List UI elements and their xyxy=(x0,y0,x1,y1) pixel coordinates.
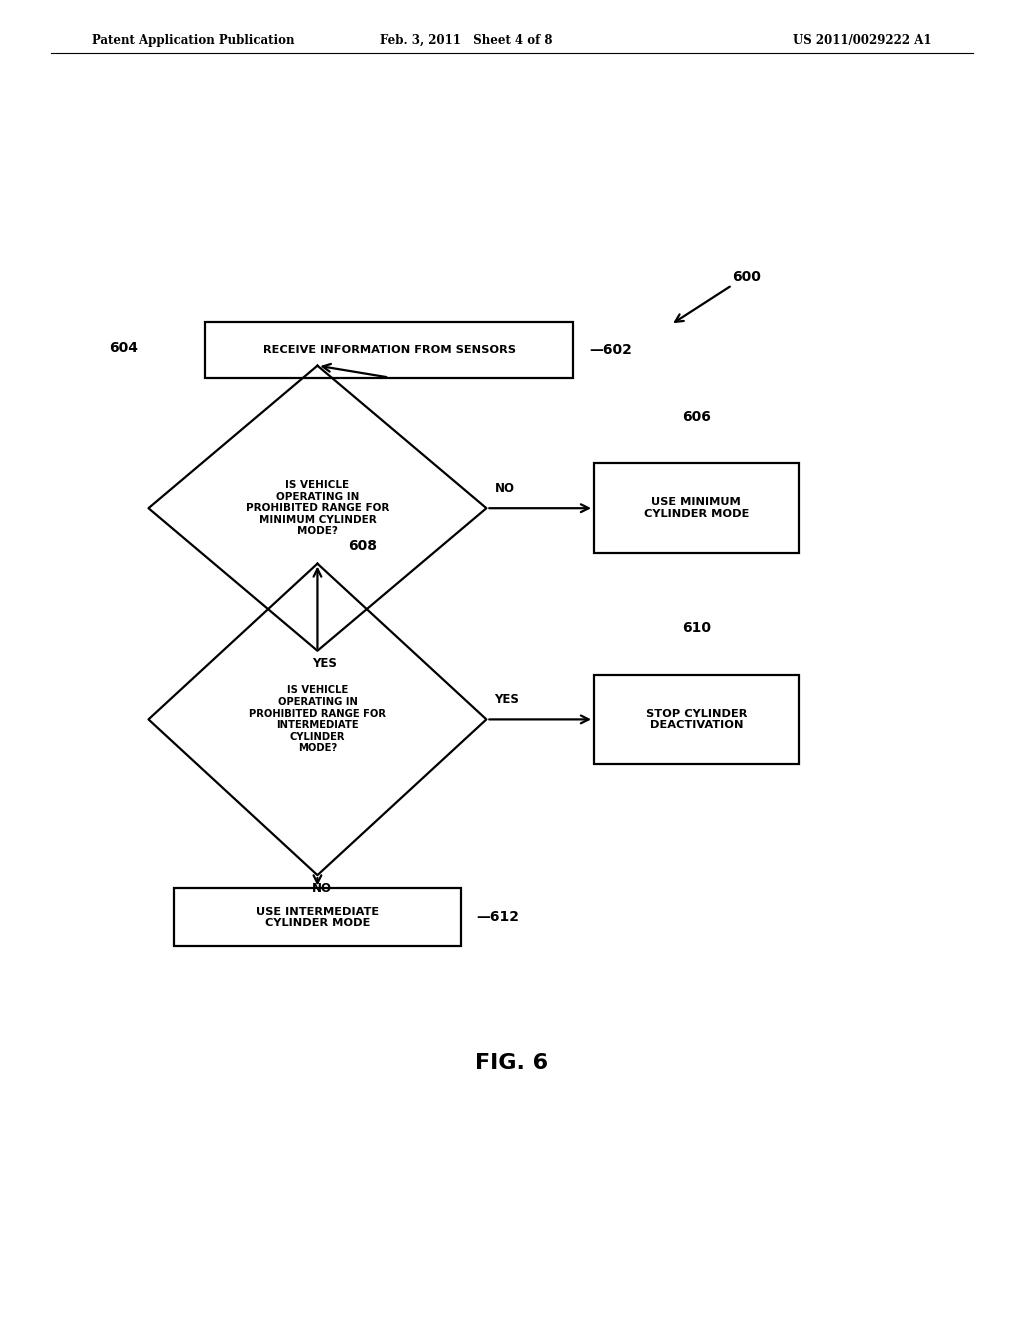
Bar xyxy=(594,675,799,764)
Text: YES: YES xyxy=(495,693,519,706)
Text: —602: —602 xyxy=(589,343,632,356)
Bar xyxy=(594,463,799,553)
Text: USE INTERMEDIATE
CYLINDER MODE: USE INTERMEDIATE CYLINDER MODE xyxy=(256,907,379,928)
Bar xyxy=(205,322,573,378)
Text: 610: 610 xyxy=(682,620,711,635)
Text: Feb. 3, 2011   Sheet 4 of 8: Feb. 3, 2011 Sheet 4 of 8 xyxy=(380,34,552,46)
Text: 608: 608 xyxy=(348,539,377,553)
Text: NO: NO xyxy=(312,882,333,895)
Text: IS VEHICLE
OPERATING IN
PROHIBITED RANGE FOR
MINIMUM CYLINDER
MODE?: IS VEHICLE OPERATING IN PROHIBITED RANGE… xyxy=(246,480,389,536)
Text: YES: YES xyxy=(312,657,337,671)
Text: 606: 606 xyxy=(682,409,711,424)
Text: NO: NO xyxy=(495,482,515,495)
Text: STOP CYLINDER
DEACTIVATION: STOP CYLINDER DEACTIVATION xyxy=(646,709,746,730)
Text: FIG. 6: FIG. 6 xyxy=(475,1052,549,1073)
Text: USE MINIMUM
CYLINDER MODE: USE MINIMUM CYLINDER MODE xyxy=(644,498,749,519)
Bar xyxy=(174,888,461,946)
Text: 604: 604 xyxy=(110,341,138,355)
Text: RECEIVE INFORMATION FROM SENSORS: RECEIVE INFORMATION FROM SENSORS xyxy=(262,345,516,355)
Text: Patent Application Publication: Patent Application Publication xyxy=(92,34,295,46)
Text: US 2011/0029222 A1: US 2011/0029222 A1 xyxy=(794,34,932,46)
Text: 600: 600 xyxy=(732,271,761,284)
Text: —612: —612 xyxy=(476,911,519,924)
Text: IS VEHICLE
OPERATING IN
PROHIBITED RANGE FOR
INTERMEDIATE
CYLINDER
MODE?: IS VEHICLE OPERATING IN PROHIBITED RANGE… xyxy=(249,685,386,754)
